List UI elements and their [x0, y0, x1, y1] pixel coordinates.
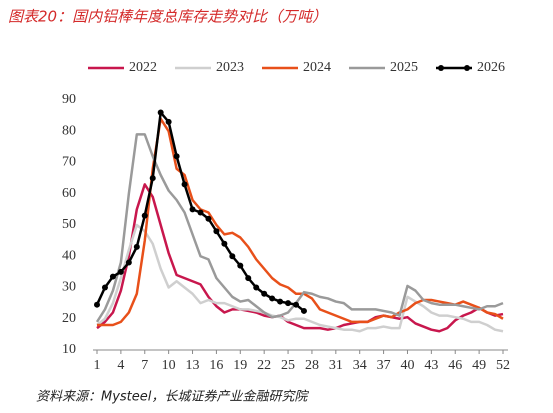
x-tick-label: 49: [472, 358, 486, 373]
x-tick-label: 34: [353, 358, 367, 373]
legend-label: 2024: [303, 60, 331, 75]
series-marker: [141, 212, 148, 219]
x-tick-label: 10: [162, 358, 176, 373]
series-marker: [300, 307, 307, 314]
series-marker: [261, 290, 268, 297]
y-tick-label: 50: [62, 217, 76, 232]
series-line: [96, 223, 504, 333]
series-marker: [101, 284, 108, 291]
x-tick-label: 7: [141, 358, 148, 373]
series-line: [96, 183, 504, 333]
series-marker: [125, 259, 132, 266]
x-tick-label: 37: [377, 358, 391, 373]
x-tick-label: 52: [496, 358, 510, 373]
series-marker: [109, 273, 116, 280]
y-tick-label: 90: [62, 92, 76, 107]
series-marker: [285, 300, 292, 307]
legend-marker: [438, 65, 444, 71]
x-tick-label: 16: [209, 358, 223, 373]
legend-label: 2025: [390, 60, 418, 75]
series-line: [95, 133, 504, 323]
legend-label: 2026: [477, 60, 505, 75]
x-tick-label: 46: [448, 358, 462, 373]
x-tick-label: 25: [281, 358, 295, 373]
series-marker: [133, 243, 140, 250]
y-tick-label: 20: [62, 311, 76, 326]
y-tick-label: 10: [62, 342, 76, 357]
series-marker: [221, 240, 228, 247]
x-tick-label: 13: [186, 358, 200, 373]
series-marker: [293, 301, 300, 308]
series-marker: [197, 209, 204, 216]
series-marker: [181, 181, 188, 188]
y-tick-label: 80: [62, 123, 76, 138]
x-tick-label: 43: [424, 358, 438, 373]
series-marker: [229, 253, 236, 260]
chart-title: 图表20：国内铝棒年度总库存走势对比（万吨）: [8, 8, 327, 26]
legend-label: 2023: [216, 60, 244, 75]
series-marker: [213, 228, 220, 235]
series-marker: [277, 298, 284, 305]
legend-label: 2022: [129, 60, 157, 75]
x-tick-label: 4: [117, 358, 124, 373]
series-marker: [189, 206, 196, 213]
series-marker: [94, 301, 100, 308]
x-tick-label: 1: [94, 358, 101, 373]
x-tick-label: 19: [233, 358, 247, 373]
series-marker: [149, 175, 156, 182]
series-marker: [205, 215, 212, 222]
legend-marker: [464, 65, 470, 71]
series-marker: [253, 284, 260, 291]
x-tick-label: 31: [329, 358, 343, 373]
y-tick-label: 70: [62, 155, 76, 170]
series-marker: [117, 268, 124, 275]
series-marker: [173, 153, 180, 160]
source: 资料来源：Mysteel，长城证券产业金融研究院: [36, 389, 309, 405]
x-tick-label: 22: [257, 358, 271, 373]
y-tick-label: 40: [62, 248, 76, 263]
y-tick-label: 60: [62, 186, 76, 201]
y-tick-label: 30: [62, 280, 76, 295]
series-marker: [165, 118, 172, 125]
series-marker: [245, 275, 252, 282]
x-tick-label: 28: [305, 358, 319, 373]
series-marker: [157, 109, 164, 116]
series-marker: [269, 295, 276, 302]
series-line: [97, 117, 504, 327]
series-marker: [237, 262, 244, 269]
x-tick-label: 40: [400, 358, 414, 373]
